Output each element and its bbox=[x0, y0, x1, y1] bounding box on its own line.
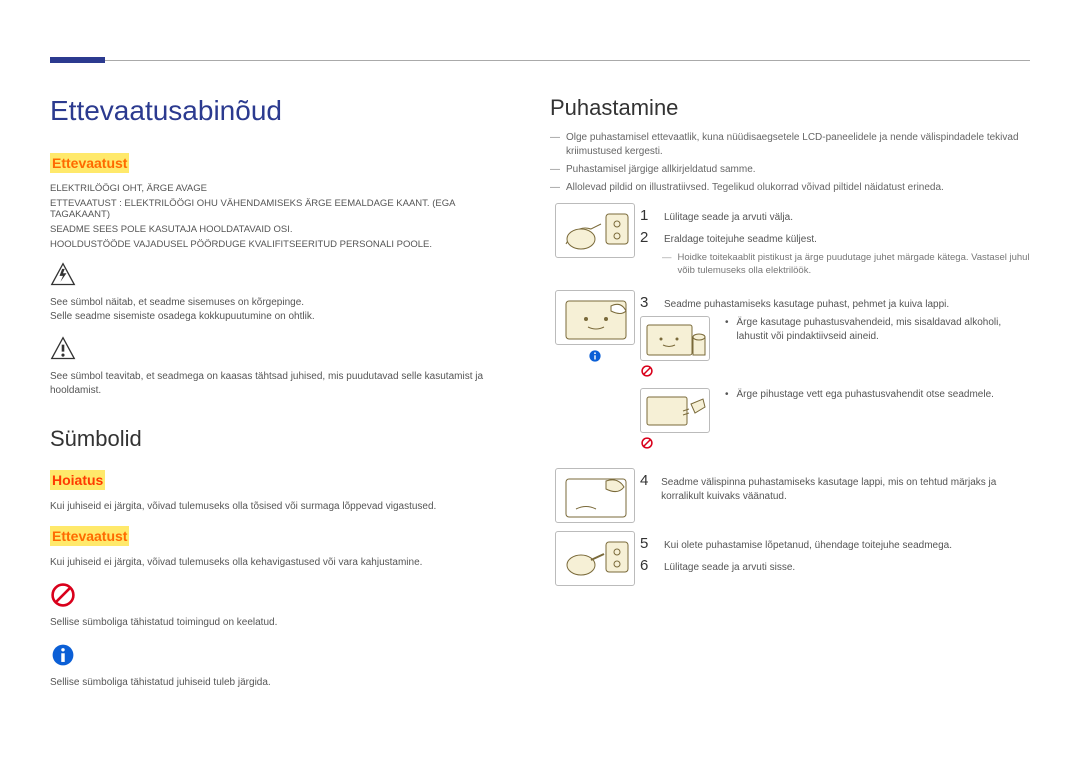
excl-text: See sümbol teavitab, et seadmega on kaas… bbox=[50, 370, 510, 398]
tiny-prohibit-icon bbox=[640, 364, 654, 378]
step-num-1: 1 bbox=[640, 207, 654, 224]
high-voltage-symbol-row bbox=[50, 262, 510, 288]
caution-label-2: Ettevaatust bbox=[50, 526, 129, 546]
step-2: 2 Eraldage toitejuhe seadme küljest. bbox=[640, 229, 1030, 247]
step-num-5: 5 bbox=[640, 535, 654, 552]
caps-line-3: HOOLDUSTÖÖDE VAJADUSEL PÖÖRDUGE KVALIFIT… bbox=[50, 239, 510, 250]
warning-label: Hoiatus bbox=[50, 470, 105, 490]
step-6: 6 Lülitage seade ja arvuti sisse. bbox=[640, 557, 1030, 575]
step-num-4: 4 bbox=[640, 472, 651, 489]
step-5-6-row: 5 Kui olete puhastamise lõpetanud, ühend… bbox=[550, 531, 1030, 586]
step-5: 5 Kui olete puhastamise lõpetanud, ühend… bbox=[640, 535, 1030, 553]
prohibit-symbol-row bbox=[50, 582, 510, 608]
step-3-text: Seadme puhastamiseks kasutage puhast, pe… bbox=[664, 298, 949, 312]
intro-0: Olge puhastamisel ettevaatlik, kuna nüüd… bbox=[550, 131, 1030, 159]
step-3-bullet-2: Ärge pihustage vett ega puhastusvahendit… bbox=[640, 388, 1030, 450]
follow-text: Sellise sümboliga tähistatud juhiseid tu… bbox=[50, 676, 510, 690]
top-accent-bar bbox=[50, 57, 105, 63]
intro-0-text: Olge puhastamisel ettevaatlik, kuna nüüd… bbox=[566, 131, 1030, 159]
caps-line-2: SEADME SEES POLE KASUTAJA HOOLDATAVAID O… bbox=[50, 224, 510, 235]
info-follow-icon bbox=[50, 642, 76, 668]
step-4: 4 Seadme välispinna puhastamiseks kasuta… bbox=[640, 472, 1030, 504]
step-1: 1 Lülitage seade ja arvuti välja. bbox=[640, 207, 1030, 225]
tiny-prohibit-icon-2 bbox=[640, 436, 654, 450]
symbols-title: Sümbolid bbox=[50, 426, 510, 452]
step-num-3: 3 bbox=[640, 294, 654, 311]
step-2-text: Eraldage toitejuhe seadme küljest. bbox=[664, 233, 817, 247]
warning-text: Kui juhiseid ei järgita, võivad tulemuse… bbox=[50, 500, 510, 514]
step-3: 3 Seadme puhastamiseks kasutage puhast, … bbox=[640, 294, 1030, 312]
hv-text-2: Selle seadme sisemiste osadega kokkupuut… bbox=[50, 310, 510, 324]
intro-2: Allolevad pildid on illustratiivsed. Teg… bbox=[550, 181, 1030, 195]
caps-line-1: Ettevaatust : ELEKTRILÖÖGI OHU VÄHENDAMI… bbox=[50, 198, 510, 220]
intro-1-text: Puhastamisel järgige allkirjeldatud samm… bbox=[566, 163, 756, 177]
intro-1: Puhastamisel järgige allkirjeldatud samm… bbox=[550, 163, 1030, 177]
step-3-row: 3 Seadme puhastamiseks kasutage puhast, … bbox=[550, 290, 1030, 460]
caution-label-1: Ettevaatust bbox=[50, 153, 129, 173]
step-4-text: Seadme välispinna puhastamiseks kasutage… bbox=[661, 476, 1030, 504]
step-4-row: 4 Seadme välispinna puhastamiseks kasuta… bbox=[550, 468, 1030, 523]
step-num-2: 2 bbox=[640, 229, 654, 246]
caps-line-0: ELEKTRILÖÖGI OHT, ÄRGE AVAGE bbox=[50, 183, 510, 194]
step-5-text: Kui olete puhastamise lõpetanud, ühendag… bbox=[664, 539, 952, 553]
illus-damp-cloth bbox=[550, 468, 640, 523]
step-1-text: Lülitage seade ja arvuti välja. bbox=[664, 211, 793, 225]
right-column: Puhastamine Olge puhastamisel ettevaatli… bbox=[550, 95, 1030, 690]
prohibit-icon bbox=[50, 582, 76, 608]
left-column: Ettevaatusabinõud Ettevaatust ELEKTRILÖÖ… bbox=[50, 95, 510, 690]
page-columns: Ettevaatusabinõud Ettevaatust ELEKTRILÖÖ… bbox=[50, 95, 1030, 690]
illus-unplug bbox=[550, 203, 640, 258]
high-voltage-icon bbox=[50, 262, 76, 288]
step-6-text: Lülitage seade ja arvuti sisse. bbox=[664, 561, 795, 575]
step-1-2-row: 1 Lülitage seade ja arvuti välja. 2 Eral… bbox=[550, 203, 1030, 282]
step-num-6: 6 bbox=[640, 557, 654, 574]
intro-2-text: Allolevad pildid on illustratiivsed. Teg… bbox=[566, 181, 944, 195]
cleaning-title: Puhastamine bbox=[550, 95, 1030, 121]
step-2-note: Hoidke toitekaablit pistikust ja ärge pu… bbox=[662, 251, 1030, 278]
exclamation-symbol-row bbox=[50, 336, 510, 362]
step-2-note-text: Hoidke toitekaablit pistikust ja ärge pu… bbox=[678, 251, 1031, 278]
exclamation-triangle-icon bbox=[50, 336, 76, 362]
step-3-bullet-1: Ärge kasutage puhastusvahendeid, mis sis… bbox=[640, 316, 1030, 378]
tiny-info-icon bbox=[588, 349, 602, 363]
prohibit-text: Sellise sümboliga tähistatud toimingud o… bbox=[50, 616, 510, 630]
hv-text-1: See sümbol näitab, et seadme sisemuses o… bbox=[50, 296, 510, 310]
illus-wipe bbox=[550, 290, 640, 363]
top-rule bbox=[50, 60, 1030, 61]
caution2-text: Kui juhiseid ei järgita, võivad tulemuse… bbox=[50, 556, 510, 570]
precautions-title: Ettevaatusabinõud bbox=[50, 95, 510, 127]
bullet-1-text: Ärge kasutage puhastusvahendeid, mis sis… bbox=[725, 316, 1030, 344]
illus-plug-in bbox=[550, 531, 640, 586]
follow-symbol-row bbox=[50, 642, 510, 668]
bullet-2-text: Ärge pihustage vett ega puhastusvahendit… bbox=[725, 388, 994, 402]
